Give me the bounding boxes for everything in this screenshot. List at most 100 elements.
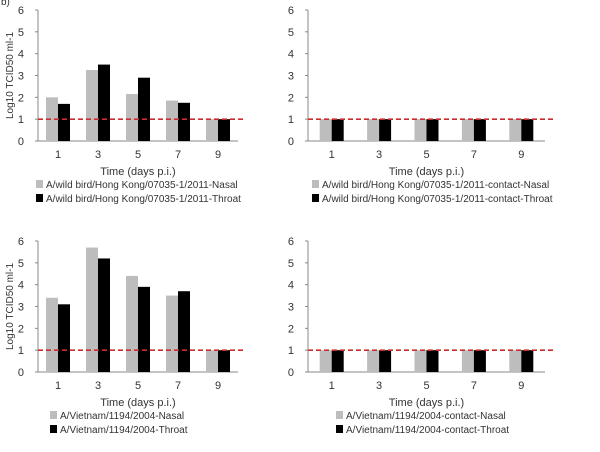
- bar-throat: [473, 119, 486, 141]
- y-tick-label: 3: [288, 71, 294, 83]
- bar-nasal: [414, 119, 427, 141]
- y-tick-label: 6: [18, 236, 24, 248]
- x-tick-label: 9: [518, 380, 524, 392]
- bar-throat: [379, 119, 392, 141]
- y-tick-label: 1: [288, 345, 294, 357]
- y-tick-label: 1: [18, 114, 24, 126]
- legend-label: A/Vietnam/1194/2004-Throat: [60, 425, 188, 436]
- y-tick-label: 4: [288, 280, 294, 292]
- bar-nasal: [166, 295, 178, 372]
- legend-label: A/wild bird/Hong Kong/07035-1/2011-conta…: [322, 194, 553, 205]
- y-axis-title: Log10 TCID50 ml-1: [5, 32, 16, 120]
- bar-throat: [138, 77, 150, 141]
- bar-throat: [178, 291, 190, 372]
- bar-throat: [178, 102, 190, 141]
- bar-throat: [218, 119, 230, 141]
- y-tick-label: 5: [18, 27, 24, 39]
- bar-throat: [58, 103, 70, 141]
- x-tick-label: 9: [215, 380, 221, 392]
- y-tick-label: 5: [288, 258, 294, 270]
- y-tick-label: 6: [288, 5, 294, 17]
- y-tick-label: 0: [18, 136, 24, 148]
- legend-label: A/Vietnam/1194/2004-contact-Throat: [346, 425, 509, 436]
- bar-throat: [98, 258, 110, 372]
- bar-throat: [521, 119, 534, 141]
- x-tick-label: 5: [423, 380, 429, 392]
- legend-label: A/wild bird/Hong Kong/07035-1/2011-Nasal: [46, 180, 238, 191]
- legend-label: A/wild bird/Hong Kong/07035-1/2011-Throa…: [46, 194, 241, 205]
- y-tick-label: 5: [288, 27, 294, 39]
- bar-throat: [473, 350, 486, 372]
- bar-throat: [138, 286, 150, 372]
- x-tick-label: 1: [329, 149, 335, 161]
- bar-throat: [426, 119, 439, 141]
- bar-nasal: [319, 119, 332, 141]
- bar-throat: [521, 350, 534, 372]
- legend-label: A/Vietnam/1194/2004-contact-Nasal: [346, 411, 506, 422]
- x-tick-label: 9: [215, 149, 221, 161]
- bar-nasal: [46, 297, 58, 372]
- bar-nasal: [46, 97, 58, 141]
- y-tick-label: 2: [288, 323, 294, 335]
- x-tick-label: 3: [95, 380, 101, 392]
- y-tick-label: 2: [18, 323, 24, 335]
- x-tick-label: 5: [135, 380, 141, 392]
- y-tick-label: 0: [18, 367, 24, 379]
- legend-swatch: [50, 411, 57, 419]
- bar-nasal: [414, 350, 427, 372]
- chart-panel-2: 0 1 2 3 4 5 6 1 3 5 7 9 Time (days p.i.) A/wild bird/…: [288, 5, 553, 205]
- bar-nasal: [206, 350, 218, 372]
- bar-nasal: [461, 350, 474, 372]
- y-tick-label: 4: [18, 49, 24, 61]
- bar-nasal: [509, 119, 522, 141]
- legend-swatch: [36, 194, 43, 202]
- x-tick-label: 1: [329, 380, 335, 392]
- y-tick-label: 0: [288, 136, 294, 148]
- chart-panel-4: 0 1 2 3 4 5 6 1 3 5 7 9 Time (days p.i.) A/Vietnam/11…: [288, 236, 553, 436]
- bar-throat: [331, 119, 344, 141]
- y-tick-label: 3: [288, 302, 294, 314]
- bar-throat: [218, 350, 230, 372]
- x-tick-label: 5: [135, 149, 141, 161]
- y-tick-label: 3: [18, 71, 24, 83]
- y-tick-label: 4: [288, 49, 294, 61]
- bar-nasal: [509, 350, 522, 372]
- x-tick-label: 3: [376, 380, 382, 392]
- x-tick-label: 1: [55, 380, 61, 392]
- legend-swatch: [312, 194, 319, 202]
- legend-label: A/Vietnam/1194/2004-Nasal: [60, 411, 184, 422]
- bar-nasal: [86, 70, 98, 141]
- x-tick-label: 1: [55, 149, 61, 161]
- bar-throat: [58, 304, 70, 372]
- bar-nasal: [319, 350, 332, 372]
- y-tick-label: 1: [18, 345, 24, 357]
- legend-swatch: [50, 425, 57, 433]
- x-tick-label: 9: [518, 149, 524, 161]
- legend-swatch: [336, 411, 343, 419]
- panel-label: b): [1, 0, 10, 8]
- legend-swatch: [36, 180, 43, 188]
- bar-nasal: [86, 247, 98, 372]
- y-axis-title: Log10 TCID50 ml-1: [5, 263, 16, 351]
- bar-nasal: [166, 100, 178, 141]
- bar-nasal: [367, 350, 380, 372]
- y-tick-label: 4: [18, 280, 24, 292]
- x-axis-title: Time (days p.i.): [389, 166, 464, 178]
- x-axis-title: Time (days p.i.): [389, 397, 464, 409]
- x-tick-label: 7: [471, 149, 477, 161]
- bar-throat: [379, 350, 392, 372]
- bar-throat: [98, 64, 110, 141]
- y-tick-label: 1: [288, 114, 294, 126]
- bar-nasal: [461, 119, 474, 141]
- y-tick-label: 6: [18, 5, 24, 17]
- bar-nasal: [206, 119, 218, 141]
- y-tick-label: 3: [18, 302, 24, 314]
- bar-nasal: [126, 275, 138, 372]
- legend-label: A/wild bird/Hong Kong/07035-1/2011-conta…: [322, 180, 549, 191]
- x-tick-label: 7: [175, 149, 181, 161]
- x-axis-title: Time (days p.i.): [100, 397, 175, 409]
- x-axis-title: Time (days p.i.): [100, 166, 175, 178]
